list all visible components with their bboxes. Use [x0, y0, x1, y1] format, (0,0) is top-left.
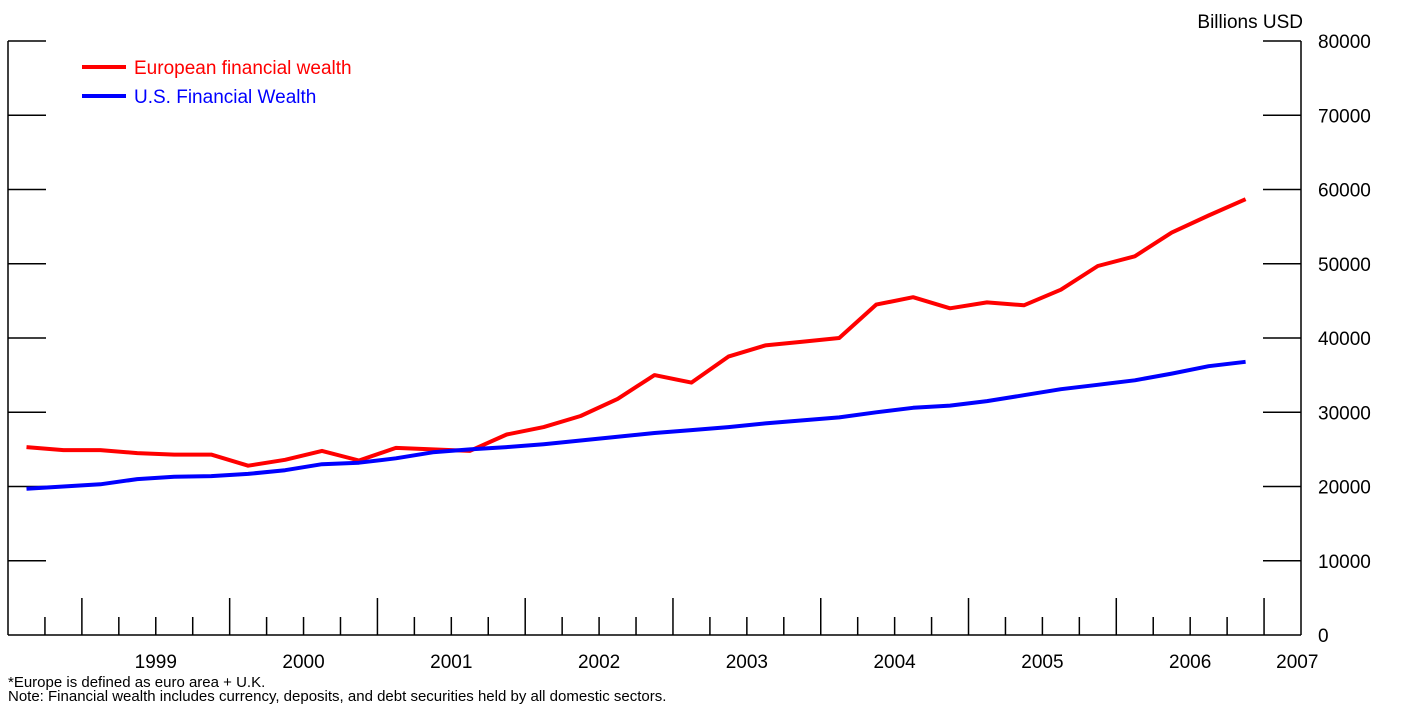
footnote-financial-wealth: Note: Financial wealth includes currency… [8, 688, 666, 705]
x-tick-label: 2002 [578, 652, 620, 673]
series-line-us-financial-wealth [26, 359, 1246, 491]
x-tick-label: 2006 [1169, 652, 1211, 673]
x-tick-label: 2005 [1021, 652, 1063, 673]
x-tick-label: 1999 [135, 652, 177, 673]
legend: European financial wealth U.S. Financial… [82, 58, 352, 108]
y-tick-label: 40000 [1318, 329, 1371, 350]
y-tick-label: 10000 [1318, 552, 1371, 573]
y-tick-label: 0 [1318, 626, 1329, 647]
series-line-european-financial-wealth [26, 197, 1247, 468]
y-tick-label: 30000 [1318, 403, 1371, 424]
x-tick-label: 2000 [282, 652, 324, 673]
x-tick-label: 2003 [726, 652, 768, 673]
footnote-europe-definition: *Europe is defined as euro area + U.K. [8, 674, 265, 691]
y-tick-label: 70000 [1318, 106, 1371, 127]
y-tick-label: 20000 [1318, 478, 1371, 499]
series-lines [26, 197, 1247, 491]
legend-label-us: U.S. Financial Wealth [134, 87, 316, 108]
x-axis-ticks: 1999 2000 2001 2002 2003 2004 2005 2006 2007 [44, 598, 1318, 673]
x-tick-label: 2007 [1276, 652, 1318, 673]
y-axis-unit-label: Billions USD [1197, 12, 1303, 33]
y-tick-label: 50000 [1318, 255, 1371, 276]
y-tick-label: 80000 [1318, 32, 1371, 53]
y-tick-label: 60000 [1318, 181, 1371, 202]
y-axis-ticks: 0 10000 20000 30000 40000 50000 60000 70000 8000… [8, 32, 1371, 647]
x-tick-label: 2004 [873, 652, 916, 673]
x-tick-label: 2001 [430, 652, 472, 673]
legend-label-european: European financial wealth [134, 58, 352, 79]
